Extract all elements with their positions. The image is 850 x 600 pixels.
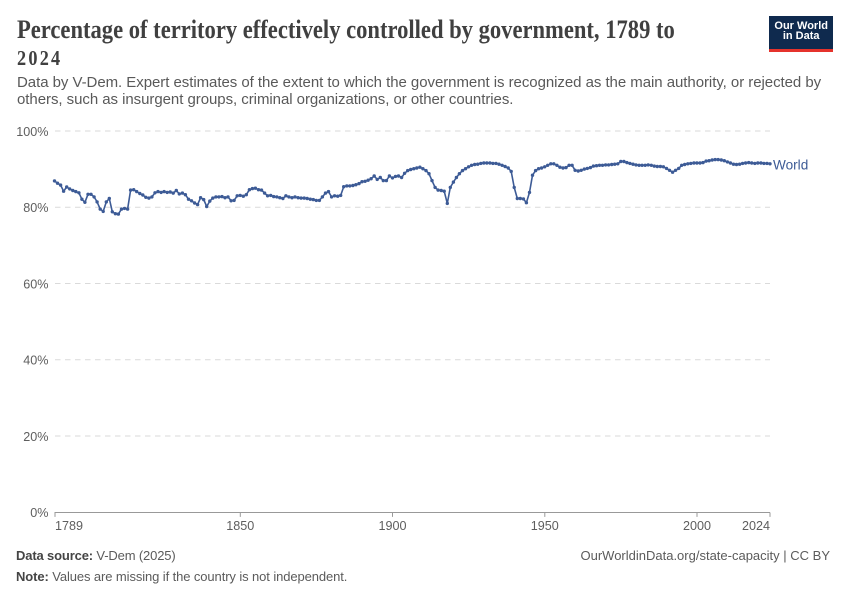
- svg-text:World: World: [773, 157, 808, 172]
- svg-text:2024: 2024: [742, 519, 770, 533]
- svg-text:1850: 1850: [226, 519, 254, 533]
- svg-text:80%: 80%: [23, 201, 48, 215]
- svg-text:20%: 20%: [23, 430, 48, 444]
- svg-text:100%: 100%: [16, 125, 48, 139]
- svg-text:0%: 0%: [30, 506, 48, 520]
- svg-text:1789: 1789: [55, 519, 83, 533]
- svg-text:2000: 2000: [683, 519, 711, 533]
- svg-text:40%: 40%: [23, 354, 48, 368]
- svg-text:1900: 1900: [378, 519, 406, 533]
- svg-text:1950: 1950: [531, 519, 559, 533]
- svg-text:60%: 60%: [23, 277, 48, 291]
